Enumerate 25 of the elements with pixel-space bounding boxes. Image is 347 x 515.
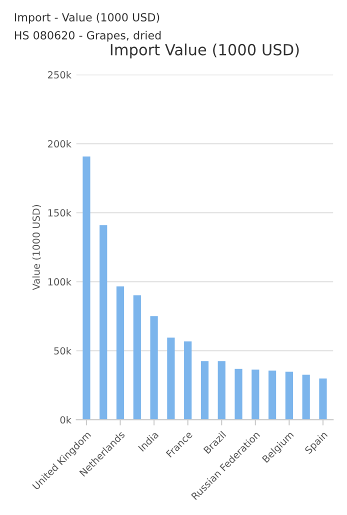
text: HS 080620 - Grapes, dried xyxy=(14,30,161,42)
bar xyxy=(285,372,293,420)
bar xyxy=(150,316,158,420)
y-tick-label: 200k xyxy=(48,140,72,148)
y-tick-label: 50k xyxy=(54,347,72,355)
bar xyxy=(319,378,327,420)
bar xyxy=(252,370,260,420)
bar xyxy=(184,341,192,420)
bar xyxy=(167,338,175,420)
bar xyxy=(133,295,141,420)
bar xyxy=(100,225,108,420)
chart-title: Import Value (1000 USD) xyxy=(110,44,299,58)
y-tick-label: 150k xyxy=(48,209,72,217)
bar xyxy=(302,374,310,420)
y-tick-label: 0k xyxy=(60,416,72,424)
bar xyxy=(268,370,276,420)
bar xyxy=(82,156,90,420)
bar xyxy=(234,368,242,420)
y-tick-label: 100k xyxy=(48,278,72,286)
bar xyxy=(116,286,124,420)
text: Import - Value (1000 USD) xyxy=(14,12,160,24)
y-tick-label: 250k xyxy=(48,70,72,79)
bar xyxy=(218,361,226,420)
y-axis-title: Value (1000 USD) xyxy=(32,205,41,290)
bar xyxy=(200,361,209,420)
